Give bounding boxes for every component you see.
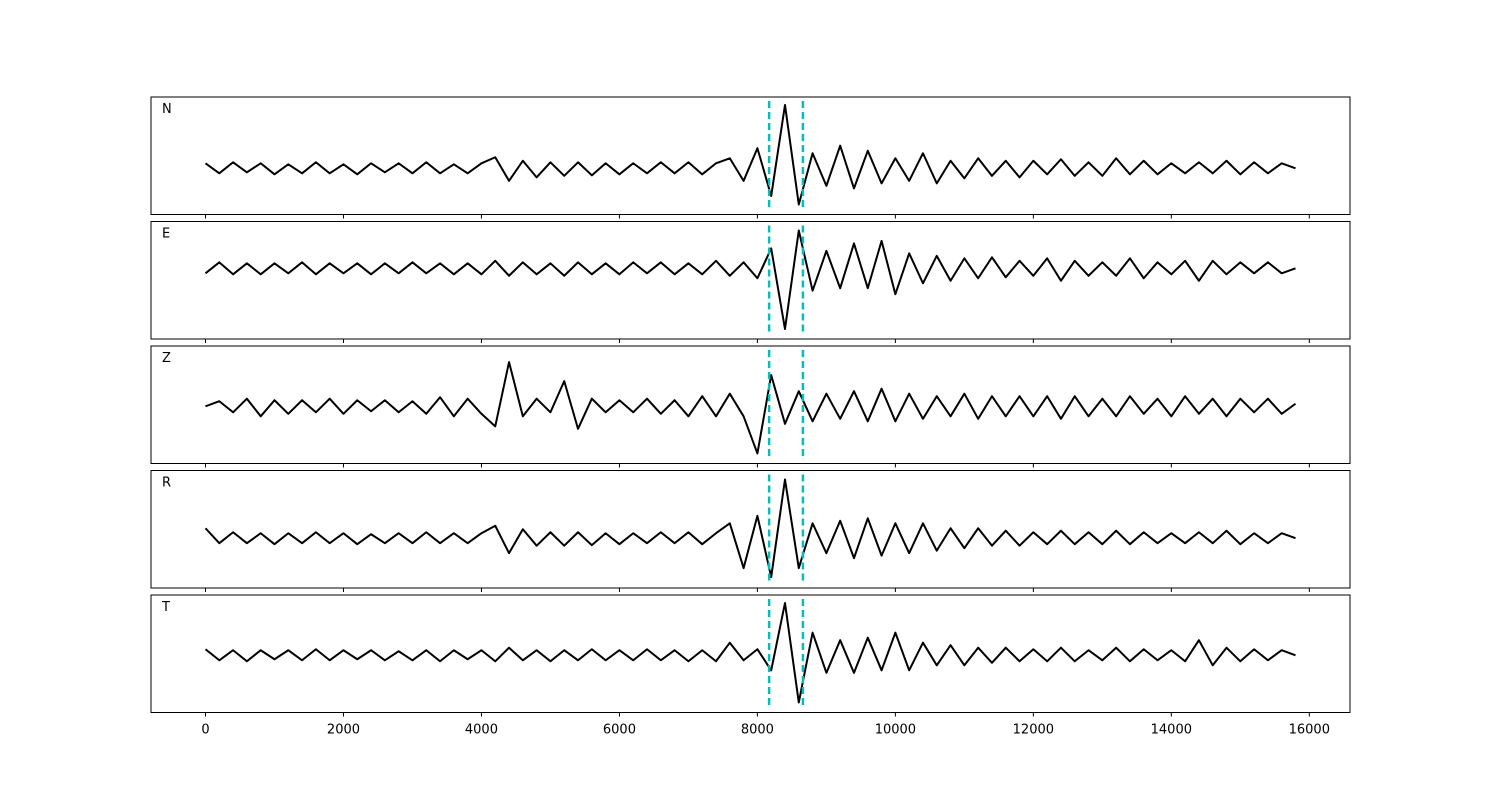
x-tick-label: 16000 <box>1289 723 1330 738</box>
panel-frame <box>150 470 1351 589</box>
panel-frame <box>150 594 1351 713</box>
x-tick-label: 2000 <box>327 723 360 738</box>
x-tick-label: 14000 <box>1151 723 1192 738</box>
panel-label: Z <box>162 351 171 366</box>
waveform <box>204 104 1296 206</box>
waveform <box>204 229 1296 331</box>
x-tick-label: 12000 <box>1013 723 1054 738</box>
x-tick-label: 8000 <box>741 723 774 738</box>
panel-label: R <box>162 476 171 491</box>
panel-frame <box>150 96 1351 215</box>
panel-label: N <box>162 102 172 117</box>
x-tick-label: 4000 <box>465 723 498 738</box>
panel-frame <box>150 345 1351 464</box>
panel-frame <box>150 221 1351 340</box>
waveform <box>204 602 1296 704</box>
waveform <box>205 361 1297 455</box>
x-tick-label: 0 <box>201 723 209 738</box>
panel-label: T <box>161 600 170 615</box>
x-tick-label: 6000 <box>603 723 636 738</box>
panel-label: E <box>162 227 170 242</box>
x-tick-label: 10000 <box>875 723 916 738</box>
waveform <box>204 478 1296 579</box>
